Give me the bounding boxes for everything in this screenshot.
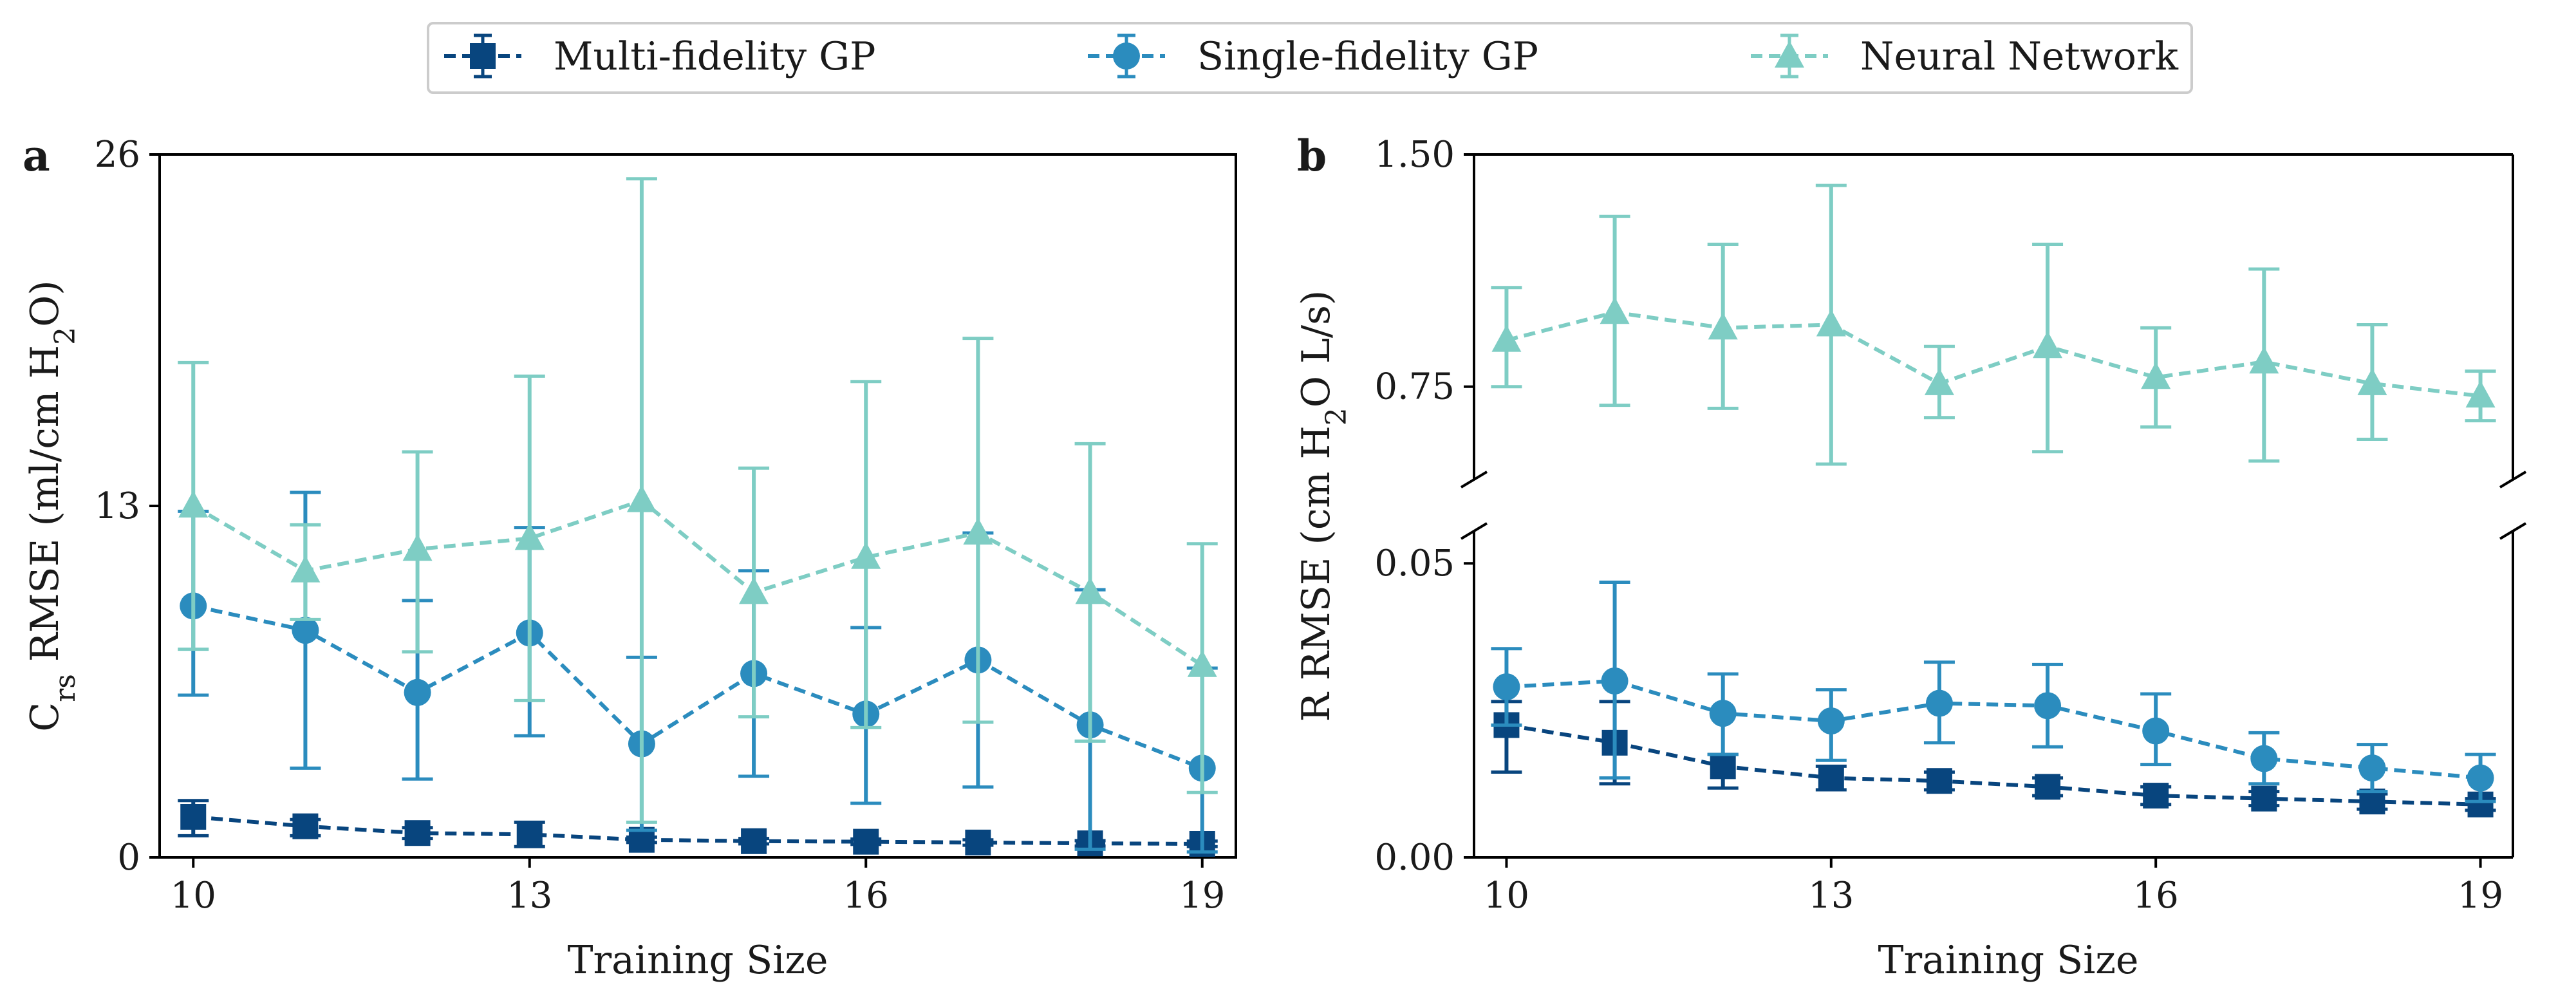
data-point: [2358, 754, 2386, 782]
data-point: [1926, 768, 1952, 794]
data-point: [853, 828, 879, 855]
y-tick-label: 0.75: [1374, 366, 1455, 408]
data-point: [2141, 362, 2171, 389]
panel-a-label: a: [23, 131, 50, 181]
x-tick-label: 10: [1484, 875, 1529, 917]
data-point: [2035, 774, 2061, 800]
data-point: [626, 485, 657, 512]
y-tick-label: 26: [95, 134, 140, 176]
series-multi: [178, 799, 1218, 857]
legend-marker: [1775, 41, 1804, 68]
x-tick-label: 13: [507, 875, 552, 917]
x-tick-label: 19: [1179, 875, 1225, 917]
data-point: [514, 523, 545, 550]
panel-a-frame: [158, 153, 1237, 859]
data-point: [2249, 346, 2279, 374]
series-multi: [1491, 700, 2496, 817]
legend-frame: [427, 22, 2193, 94]
data-point: [851, 541, 881, 569]
series-single: [1491, 580, 2496, 803]
data-point: [1075, 577, 1105, 604]
data-point: [963, 518, 993, 545]
panel-a: a 10 13 16 19 0 13 26 Training Size Crs RMSE (…: [23, 131, 1237, 983]
series-line: [192, 604, 1203, 770]
data-point: [1708, 312, 1738, 340]
panel-a-xlabel: Training Size: [567, 938, 828, 983]
legend: Multi-fidelity GP Single-fidelity GP Neura…: [427, 22, 2193, 94]
axis-break-mark: [1460, 471, 1488, 489]
data-point: [965, 829, 991, 855]
legend-label: Neural Network: [1860, 34, 2179, 79]
series-nn: [1491, 183, 2496, 466]
data-point: [1709, 700, 1737, 727]
series-line: [1506, 310, 2481, 398]
x-tick-label: 13: [1808, 875, 1854, 917]
y-tick-label: 0.00: [1374, 837, 1455, 879]
data-point: [2465, 380, 2496, 408]
legend-item-single: Single-fidelity GP: [1088, 33, 1538, 79]
data-point: [290, 555, 321, 583]
data-point: [1925, 689, 1953, 717]
axis-break-mark: [2499, 471, 2527, 489]
data-point: [292, 617, 319, 644]
data-point: [1818, 765, 1844, 791]
legend-item-multi: Multi-fidelity GP: [444, 33, 876, 79]
data-point: [178, 490, 209, 518]
data-point: [2357, 368, 2387, 395]
x-tick-label: 19: [2458, 875, 2503, 917]
data-point: [292, 813, 319, 839]
x-tick-label: 10: [171, 875, 216, 917]
axis-break-mark: [2499, 522, 2527, 540]
y-tick-label: 13: [95, 485, 140, 527]
data-point: [739, 577, 769, 604]
legend-item-nn: Neural Network: [1751, 33, 2179, 79]
y-tick-label: 0.05: [1374, 543, 1455, 584]
data-point: [2143, 783, 2169, 809]
data-point: [1816, 309, 1846, 337]
x-tick-label: 16: [843, 875, 889, 917]
data-point: [2034, 692, 2062, 720]
data-point: [516, 821, 543, 848]
data-point: [2467, 764, 2494, 792]
data-point: [741, 828, 767, 854]
series-line: [1506, 723, 2481, 807]
axis-break-mark: [1460, 522, 1488, 540]
panel-b: b 10 13 16 19 0.00 0.05 0.75 1.50 Training Size…: [1294, 131, 2527, 983]
data-point: [1187, 649, 1217, 677]
data-point: [404, 678, 431, 706]
legend-marker: [470, 43, 496, 69]
data-point: [404, 820, 431, 846]
panel-b-label: b: [1297, 131, 1327, 181]
legend-marker: [1113, 42, 1140, 70]
data-point: [2251, 785, 2277, 812]
data-point: [1491, 324, 1522, 352]
series-line: [1506, 678, 2481, 780]
y-tick-label: 1.50: [1374, 134, 1455, 176]
series-line: [192, 815, 1202, 846]
data-point: [1600, 297, 1630, 324]
panel-b-ylabel: R RMSE (cm H2O L/s): [1294, 290, 1353, 722]
series-line: [192, 498, 1204, 667]
y-tick-label: 0: [117, 837, 140, 879]
series-nn: [178, 177, 1218, 824]
data-point: [1493, 673, 1520, 701]
data-point: [1817, 707, 1845, 735]
legend-label: Single-fidelity GP: [1197, 34, 1538, 79]
data-point: [1710, 753, 1736, 779]
panel-b-xlabel: Training Size: [1878, 938, 2138, 983]
legend-label: Multi-fidelity GP: [554, 34, 876, 79]
panel-a-ylabel: Crs RMSE (ml/cm H2O): [23, 280, 82, 731]
data-point: [1924, 368, 1954, 395]
data-point: [1601, 667, 1629, 695]
data-point: [2142, 717, 2170, 745]
x-tick-label: 16: [2133, 875, 2179, 917]
data-point: [180, 804, 207, 830]
data-point: [2033, 331, 2063, 359]
data-point: [2250, 745, 2278, 772]
data-point: [402, 534, 433, 561]
